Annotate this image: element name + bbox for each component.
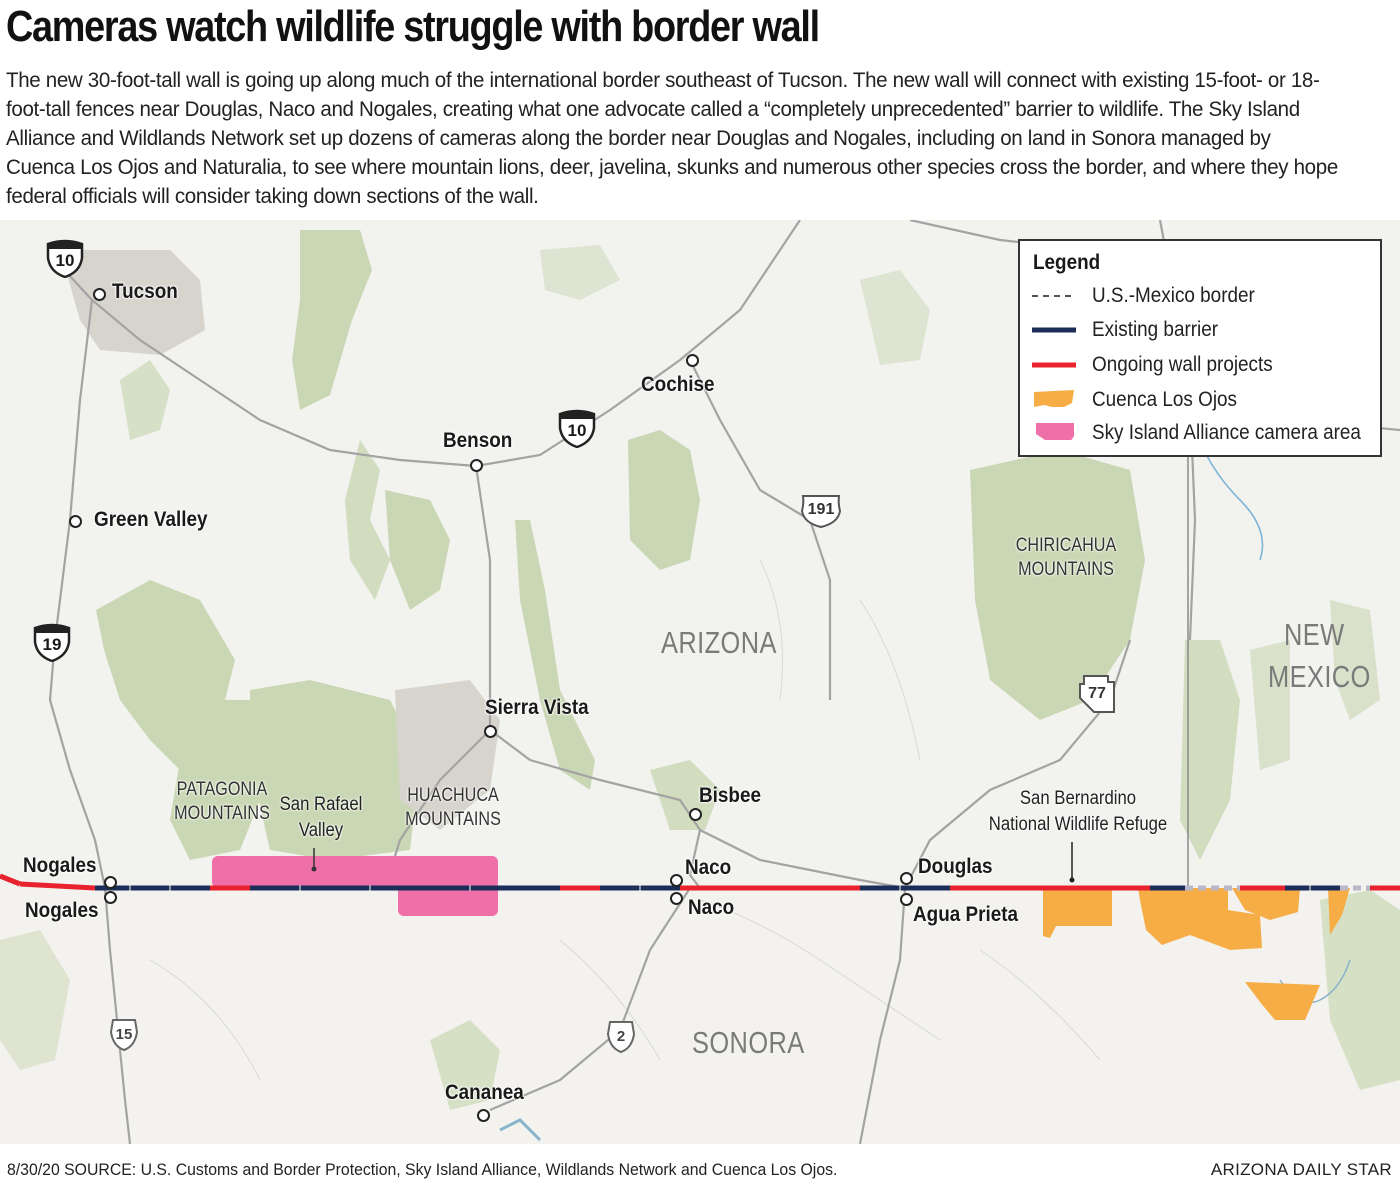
- bisbee-label: Bisbee: [699, 784, 761, 807]
- douglas-marker: [900, 872, 913, 885]
- legend-item-existing-barrier: Existing barrier: [1030, 315, 1375, 345]
- green-valley-label: Green Valley: [94, 508, 208, 531]
- i19-number: 19: [42, 635, 62, 654]
- terrain-relief: [149, 559, 1101, 1081]
- sonora-label: SONORA: [692, 1025, 805, 1060]
- legend-label: Cuenca Los Ojos: [1092, 388, 1237, 411]
- credit-line: ARIZONA DAILY STAR: [1210, 1160, 1392, 1179]
- orange-area-icon: [1034, 390, 1074, 407]
- i10-north-number: 10: [55, 251, 75, 270]
- benson-marker: [470, 459, 483, 472]
- tucson-label: Tucson: [112, 280, 178, 303]
- benson-label: Benson: [443, 429, 513, 452]
- mexico-highway-shield-icon: 2: [606, 1020, 636, 1054]
- sierra-vista-label: Sierra Vista: [485, 696, 589, 719]
- source-line: 8/30/20 SOURCE: U.S. Customs and Border …: [7, 1160, 838, 1179]
- legend-item-sky-island: Sky Island Alliance camera area: [1030, 418, 1375, 448]
- legend-label: Existing barrier: [1092, 318, 1219, 341]
- navy-line-icon: [1032, 327, 1076, 333]
- chiricahua-line2: MOUNTAINS: [1018, 559, 1114, 580]
- developed-areas: [60, 250, 500, 830]
- chiricahua-line1: CHIRICAHUA: [1015, 535, 1117, 556]
- patagonia-line2: MOUNTAINS: [174, 803, 270, 824]
- legend-item-cuenca-los-ojos: Cuenca Los Ojos: [1030, 385, 1375, 415]
- cochise-label: Cochise: [641, 373, 715, 396]
- mx15-number: 15: [115, 1026, 133, 1043]
- naco-us-marker: [670, 874, 683, 887]
- dashed-line-icon: [1032, 295, 1076, 297]
- patagonia-line1: PATAGONIA: [176, 779, 268, 800]
- green-valley-marker: [69, 515, 82, 528]
- chiricahua-mountains-label: CHIRICAHUA MOUNTAINS: [1007, 534, 1126, 582]
- san-bernardino-line2: National Wildlife Refuge: [988, 814, 1168, 835]
- border-line: [0, 873, 1400, 891]
- san-bernardino-refuge-label: San Bernardino National Wildlife Refuge: [983, 786, 1173, 838]
- legend-label: U.S.-Mexico border: [1092, 284, 1255, 307]
- az77-number: 77: [1088, 685, 1106, 702]
- i10-east-number: 10: [567, 421, 587, 440]
- cananea-marker: [477, 1109, 490, 1122]
- nogales-us-marker: [104, 876, 117, 889]
- forest-areas: [0, 230, 1400, 1110]
- tucson-marker: [93, 288, 106, 301]
- patagonia-mountains-label: PATAGONIA MOUNTAINS: [167, 778, 278, 826]
- interstate-shield-icon: 19: [33, 622, 71, 663]
- cananea-label: Cananea: [445, 1081, 524, 1104]
- intro-paragraph: The new 30-foot-tall wall is going up al…: [6, 68, 1338, 208]
- legend-item-border: U.S.-Mexico border: [1030, 281, 1375, 311]
- interstate-shield-icon: 10: [558, 408, 596, 449]
- mexico-highway-shield-icon: 15: [109, 1018, 139, 1052]
- legend-item-ongoing-wall: Ongoing wall projects: [1030, 350, 1375, 380]
- new-mexico-label-line2: MEXICO: [1268, 659, 1371, 694]
- legend-title: Legend: [1033, 251, 1101, 274]
- nogales-us-label: Nogales: [23, 854, 97, 877]
- bisbee-marker: [689, 808, 702, 821]
- legend-label: Ongoing wall projects: [1092, 353, 1273, 376]
- legend-label: Sky Island Alliance camera area: [1092, 421, 1361, 444]
- us191-number: 191: [807, 501, 835, 518]
- border-ticks: [129, 885, 1311, 891]
- san-rafael-valley-label: San Rafael Valley: [264, 792, 378, 844]
- arizona-label: ARIZONA: [661, 625, 777, 660]
- agua-prieta-label: Agua Prieta: [913, 903, 1019, 926]
- sierra-vista-marker: [484, 725, 497, 738]
- naco-mx-label: Naco: [688, 896, 735, 919]
- douglas-label: Douglas: [918, 855, 993, 878]
- interstate-shield-icon: 10: [46, 238, 84, 279]
- san-rafael-line2: Valley: [298, 820, 344, 841]
- naco-mx-marker: [670, 892, 683, 905]
- huachuca-line1: HUACHUCA: [407, 785, 499, 806]
- us-highway-shield-icon: 191: [800, 493, 842, 529]
- nogales-mx-label: Nogales: [25, 899, 99, 922]
- san-rafael-line1: San Rafael: [279, 794, 363, 815]
- new-mexico-label-line1: NEW: [1284, 617, 1345, 652]
- red-line-icon: [1032, 362, 1076, 368]
- san-bernardino-line1: San Bernardino: [1019, 788, 1137, 809]
- legend: Legend U.S.-Mexico border Existing barri…: [1018, 239, 1382, 457]
- pink-area-icon: [1036, 423, 1074, 440]
- headline: Cameras watch wildlife struggle with bor…: [6, 2, 820, 51]
- huachuca-line2: MOUNTAINS: [405, 809, 501, 830]
- state-highway-shield-icon: 77: [1078, 674, 1116, 714]
- naco-us-label: Naco: [685, 856, 732, 879]
- agua-prieta-marker: [900, 893, 913, 906]
- huachuca-mountains-label: HUACHUCA MOUNTAINS: [398, 784, 509, 832]
- cuenca-los-ojos-areas: [1043, 888, 1350, 1020]
- cochise-marker: [686, 354, 699, 367]
- nogales-mx-marker: [104, 891, 117, 904]
- mx2-number: 2: [616, 1028, 626, 1045]
